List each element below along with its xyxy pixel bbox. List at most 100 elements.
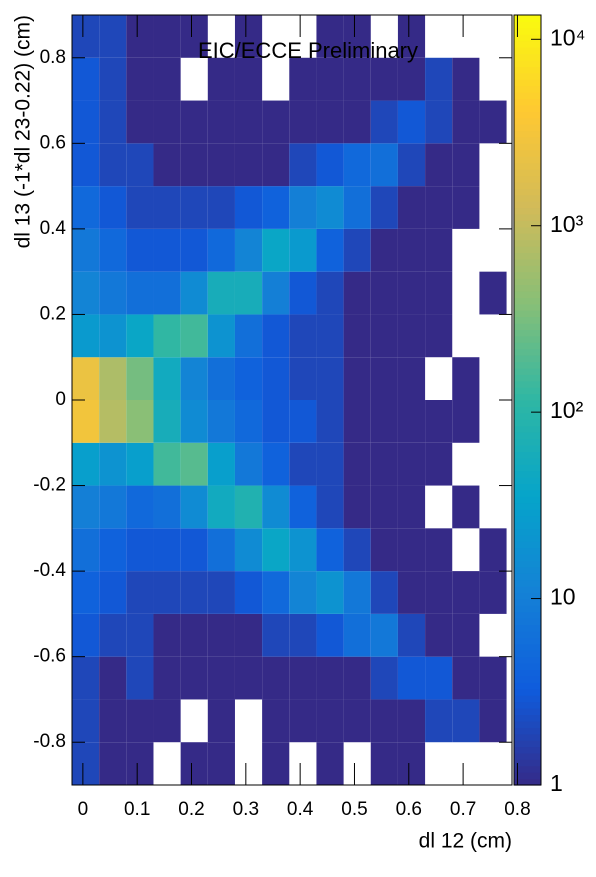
color-bar-step: [514, 207, 541, 215]
cell: [397, 485, 426, 529]
cell: [343, 15, 371, 58]
color-bar-step: [514, 451, 541, 459]
color-bar-step: [514, 688, 541, 696]
cell: [370, 314, 398, 358]
cell: [343, 143, 371, 187]
cell: [316, 314, 344, 358]
cell: [370, 271, 398, 315]
color-bar-step: [514, 765, 541, 773]
color-bar-step: [514, 169, 541, 177]
cell: [207, 400, 235, 443]
color-bar-step: [514, 541, 541, 549]
color-tick-label: 10⁴: [550, 24, 585, 50]
cell: [99, 742, 127, 785]
x-tick-label: 0.6: [396, 799, 422, 820]
color-bar-step: [514, 740, 541, 748]
cell: [153, 613, 181, 657]
cell: [72, 485, 100, 529]
color-bar-step: [514, 85, 541, 93]
cell: [262, 228, 290, 272]
cell: [207, 186, 235, 229]
cell: [316, 485, 344, 529]
color-bar-step: [514, 515, 541, 523]
cell: [207, 143, 235, 187]
cell: [289, 699, 317, 743]
x-tick-label: 0.7: [450, 799, 476, 820]
cell: [153, 571, 181, 614]
cell: [180, 442, 208, 486]
cell: [452, 100, 480, 144]
y-tick-label: 0.2: [40, 303, 66, 324]
color-bar-step: [514, 727, 541, 735]
color-bar-step: [514, 579, 541, 587]
cell: [343, 314, 371, 358]
axes: 0 0.1 0.2 0.3 0.4 0.5 0.6 0.7 0.8 -0.8 -0.6 -0.4 -0.…: [33, 15, 531, 820]
cell: [316, 228, 344, 272]
cell: [180, 613, 208, 657]
cell: [99, 314, 127, 358]
cell: [207, 742, 235, 785]
color-bar-step: [514, 714, 541, 722]
cell: [234, 186, 263, 229]
cell: [289, 613, 317, 657]
cell: [452, 143, 480, 187]
cell: [343, 699, 371, 743]
cell: [234, 314, 263, 358]
color-bar-step: [514, 695, 541, 703]
x-tick-label: 0: [78, 799, 89, 820]
cell: [72, 571, 100, 614]
cell: [180, 357, 208, 400]
color-bar-step: [514, 201, 541, 209]
cell: [425, 613, 453, 657]
cell: [370, 613, 398, 657]
cell: [289, 442, 317, 486]
color-bar-step: [514, 701, 541, 709]
cell: [289, 143, 317, 187]
cell: [99, 100, 127, 144]
cell: [452, 656, 480, 700]
cell: [72, 57, 100, 101]
cell: [207, 485, 235, 529]
color-bar-step: [514, 213, 541, 221]
cell: [207, 271, 235, 315]
color-bar-step: [514, 323, 541, 331]
color-bar-step: [514, 598, 541, 606]
cell: [126, 742, 154, 785]
y-tick-label: -0.2: [33, 475, 66, 496]
cell: [289, 571, 317, 614]
cell: [479, 271, 507, 315]
cell: [262, 742, 290, 785]
cell: [126, 357, 154, 400]
cell: [316, 442, 344, 486]
color-bar-step: [514, 53, 541, 61]
cell: [452, 57, 480, 101]
cell: [316, 271, 344, 315]
color-bar-step: [514, 329, 541, 337]
cell: [289, 656, 317, 700]
cell: [234, 143, 263, 187]
color-bar-step: [514, 778, 541, 786]
cell: [153, 57, 181, 101]
cell: [370, 699, 398, 743]
cell: [397, 314, 426, 358]
y-tick-label: 0: [55, 389, 66, 410]
cell: [153, 143, 181, 187]
color-bar-step: [514, 342, 541, 350]
cell: [180, 485, 208, 529]
y-tick-label: -0.6: [33, 646, 66, 667]
cell: [262, 271, 290, 315]
cell: [207, 228, 235, 272]
color-bar: 1 10 10² 10³ 10⁴: [513, 14, 585, 796]
cell: [343, 442, 371, 486]
color-bar-step: [514, 284, 541, 292]
cell: [126, 57, 154, 101]
color-bar-step: [514, 708, 541, 716]
cell: [262, 613, 290, 657]
cell: [99, 15, 127, 58]
cell: [452, 400, 480, 443]
cell: [180, 271, 208, 315]
color-bar-step: [514, 502, 541, 510]
cell: [425, 228, 453, 272]
cell: [452, 485, 480, 529]
color-bar-step: [514, 400, 541, 408]
